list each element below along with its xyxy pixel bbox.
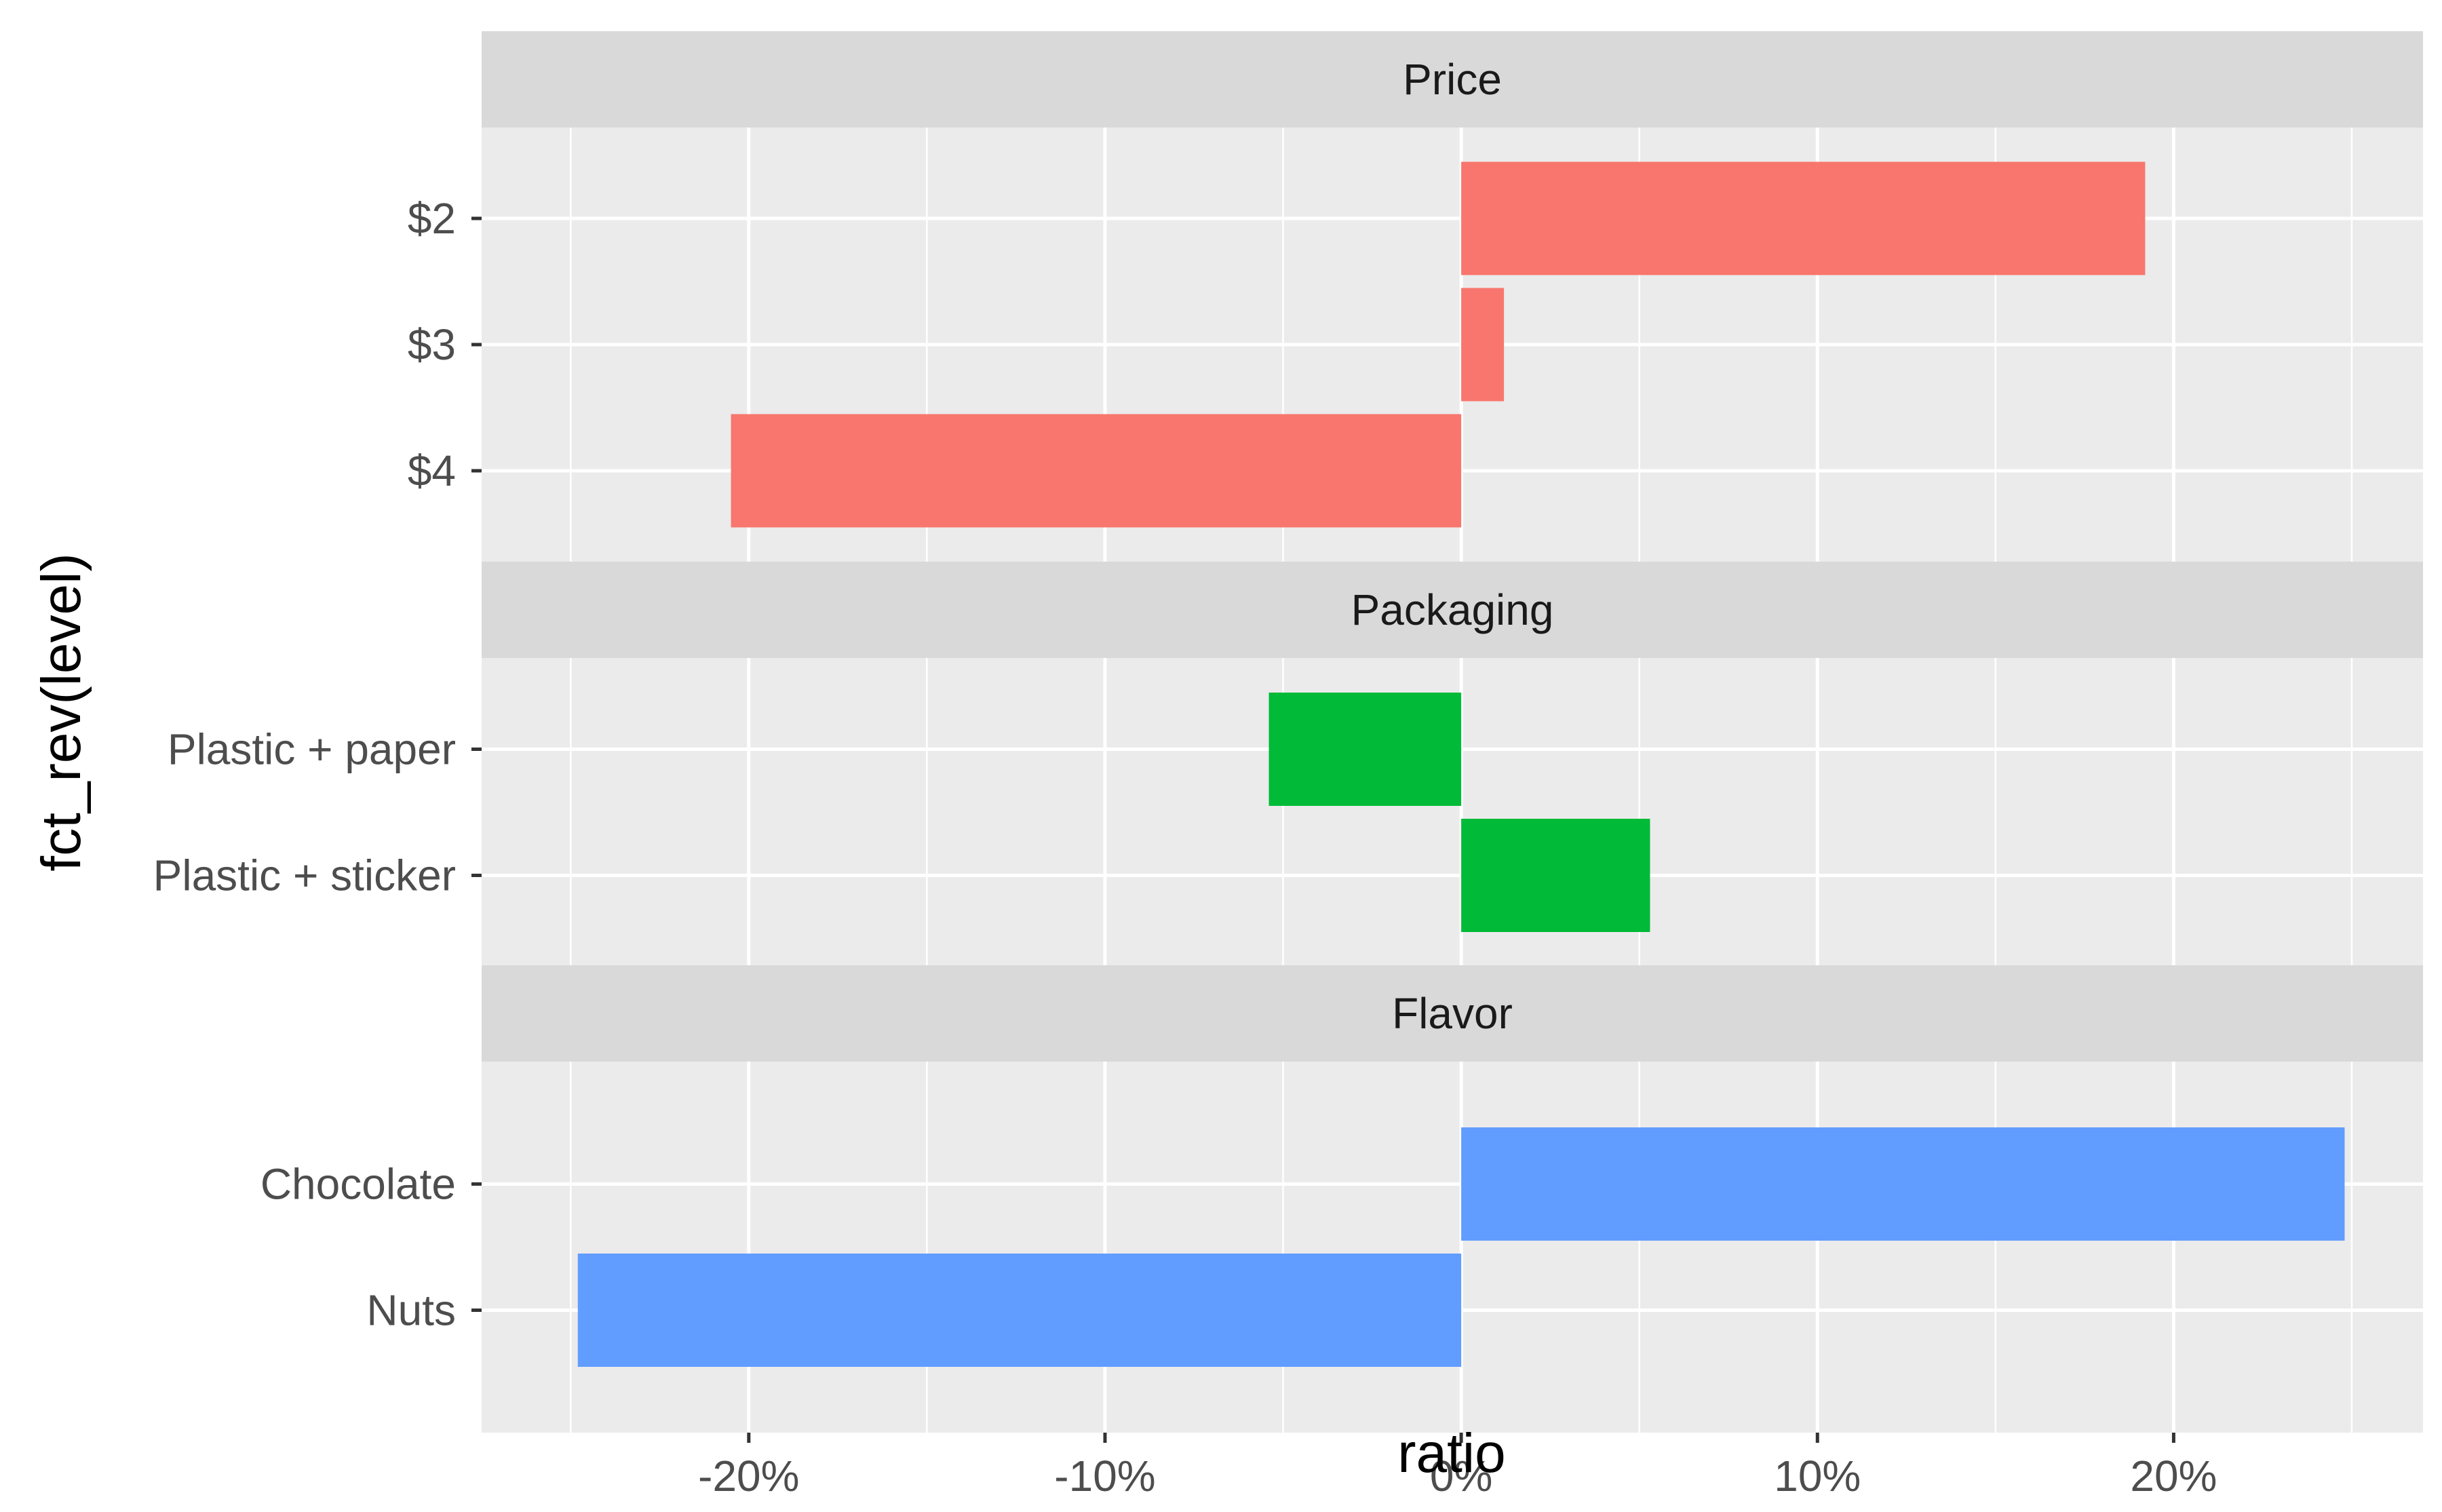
facet-strip: [482, 965, 2423, 1062]
bar-3: [1461, 288, 1505, 402]
x-tick-label: -10%: [1054, 1452, 1155, 1500]
y-tick-label: Nuts: [366, 1286, 456, 1335]
y-tick-label: $3: [408, 320, 456, 369]
bar-plastic-sticker: [1461, 819, 1650, 932]
x-tick-label: -20%: [698, 1452, 799, 1500]
y-tick-label: Plastic + paper: [168, 725, 456, 774]
y-tick-label: Chocolate: [260, 1160, 456, 1209]
y-tick-label: $4: [408, 446, 456, 495]
bar-plastic-paper: [1268, 693, 1462, 806]
panel-price: Price $2 $3 $4: [408, 31, 2423, 562]
bar-nuts: [577, 1254, 1462, 1367]
bar-2: [1461, 161, 2146, 275]
x-tick-label: 10%: [1774, 1452, 1861, 1500]
y-tick-label: $2: [408, 194, 456, 243]
facet-strip-label: Price: [1403, 55, 1502, 104]
y-tick-label: Plastic + sticker: [153, 851, 456, 900]
panel-packaging: Packaging Plastic + paper Plastic + sticke…: [153, 562, 2423, 967]
facet-strip: [482, 562, 2423, 658]
x-axis: -20% -10% 0% 10% 20%: [698, 1433, 2217, 1500]
y-axis-title: fct_rev(level): [31, 553, 92, 871]
facet-strip-label: Packaging: [1351, 585, 1554, 634]
bar-chocolate: [1461, 1127, 2345, 1241]
facet-strip: [482, 31, 2423, 128]
x-tick-label: 0%: [1430, 1452, 1493, 1500]
panel-background: [482, 1062, 2423, 1433]
panels-layer: Price $2 $3 $4 Packaging Plastic + paper Plast…: [153, 31, 2423, 1433]
facet-strip-label: Flavor: [1392, 989, 1513, 1038]
x-axis-title: ratio: [1397, 1422, 1506, 1484]
x-tick-label: 20%: [2130, 1452, 2217, 1500]
panel-flavor: Flavor Chocolate Nuts: [260, 965, 2423, 1433]
bar-4: [731, 414, 1462, 528]
